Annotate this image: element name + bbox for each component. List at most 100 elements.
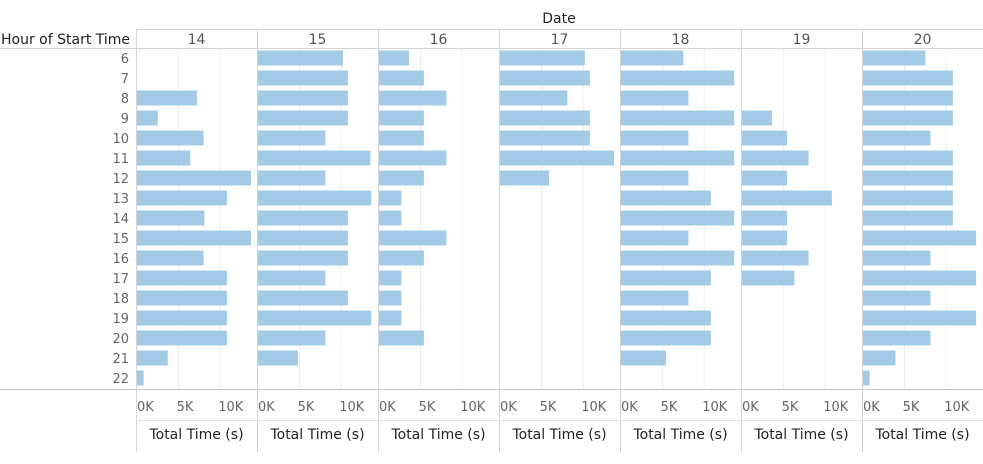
bar-date-20-hour-18 — [863, 290, 931, 306]
bar-date-20-hour-20 — [863, 330, 931, 346]
row-label-hour-21: 21 — [112, 352, 129, 367]
bar-date-15-hour-14 — [258, 210, 348, 226]
column-label-date-20: 20 — [914, 32, 932, 48]
x-tick-label: 0K — [863, 400, 880, 415]
row-label-hour-8: 8 — [121, 92, 129, 107]
chart-frame — [0, 29, 983, 452]
bar-date-18-hour-17 — [621, 270, 711, 286]
x-tick-label: 10K — [823, 400, 849, 415]
bar-date-20-hour-11 — [863, 150, 953, 166]
bar-date-15-hour-12 — [258, 170, 326, 186]
bar-date-18-hour-6 — [621, 50, 684, 66]
bar-date-18-hour-20 — [621, 330, 711, 346]
bar-date-17-hour-9 — [500, 110, 590, 126]
x-tick-label: 10K — [460, 400, 486, 415]
x-axis-title: Total Time (s) — [874, 427, 969, 443]
bar-date-20-hour-22 — [863, 370, 870, 386]
bar-date-20-hour-6 — [863, 50, 926, 66]
row-label-hour-22: 22 — [112, 372, 129, 387]
bar-date-16-hour-9 — [379, 110, 424, 126]
row-label-hour-12: 12 — [112, 172, 129, 187]
bar-date-15-hour-20 — [258, 330, 326, 346]
bars — [137, 50, 977, 386]
x-axis-title: Total Time (s) — [511, 427, 606, 443]
column-header-date: Date — [542, 11, 575, 27]
bar-date-16-hour-17 — [379, 270, 402, 286]
bar-date-17-hour-11 — [500, 150, 614, 166]
bar-date-18-hour-15 — [621, 230, 689, 246]
bar-date-16-hour-10 — [379, 130, 424, 146]
bar-date-16-hour-11 — [379, 150, 447, 166]
row-label-hour-18: 18 — [112, 292, 129, 307]
x-axis-title: Total Time (s) — [148, 427, 243, 443]
x-tick-label: 0K — [379, 400, 396, 415]
x-tick-label: 10K — [702, 400, 728, 415]
x-axis-title: Total Time (s) — [269, 427, 364, 443]
bar-date-18-hour-7 — [621, 70, 735, 86]
column-label-date-16: 16 — [430, 32, 448, 48]
bar-date-19-hour-15 — [742, 230, 787, 246]
bar-date-19-hour-11 — [742, 150, 809, 166]
x-tick-label: 0K — [500, 400, 517, 415]
bar-date-14-hour-22 — [137, 370, 144, 386]
bar-date-16-hour-13 — [379, 190, 402, 206]
x-tick-label: 5K — [661, 400, 678, 415]
row-label-hour-14: 14 — [112, 212, 129, 227]
bar-date-14-hour-17 — [137, 270, 227, 286]
row-label-hour-15: 15 — [112, 232, 129, 247]
bar-date-20-hour-21 — [863, 350, 896, 366]
bar-date-15-hour-21 — [258, 350, 298, 366]
x-tick-label: 5K — [903, 400, 920, 415]
bar-date-14-hour-21 — [137, 350, 168, 366]
bar-date-15-hour-8 — [258, 90, 348, 106]
bar-date-15-hour-16 — [258, 250, 348, 266]
column-label-date-14: 14 — [188, 32, 206, 48]
bar-date-15-hour-19 — [258, 310, 372, 326]
bar-date-20-hour-12 — [863, 170, 953, 186]
row-label-hour-9: 9 — [121, 112, 129, 127]
x-tick-label: 5K — [782, 400, 799, 415]
bar-date-15-hour-18 — [258, 290, 348, 306]
bar-date-16-hour-6 — [379, 50, 409, 66]
x-tick-label: 0K — [742, 400, 759, 415]
bar-date-18-hour-8 — [621, 90, 689, 106]
x-axis-title: Total Time (s) — [632, 427, 727, 443]
bar-date-17-hour-8 — [500, 90, 568, 106]
bar-date-14-hour-19 — [137, 310, 227, 326]
bar-date-18-hour-19 — [621, 310, 711, 326]
bar-date-20-hour-9 — [863, 110, 953, 126]
column-label-date-18: 18 — [672, 32, 690, 48]
row-label-hour-17: 17 — [112, 272, 129, 287]
bar-date-15-hour-9 — [258, 110, 348, 126]
row-label-hour-10: 10 — [112, 132, 129, 147]
x-tick-label: 0K — [258, 400, 275, 415]
bar-date-14-hour-14 — [137, 210, 205, 226]
bar-date-16-hour-14 — [379, 210, 402, 226]
chart-text: Date Hour of Start Time 6 7 8 9 10 11 12 13 14 15… — [1, 11, 970, 443]
x-tick-label: 0K — [137, 400, 154, 415]
bar-date-18-hour-18 — [621, 290, 689, 306]
bar-date-19-hour-12 — [742, 170, 787, 186]
bar-date-15-hour-7 — [258, 70, 348, 86]
bar-date-18-hour-11 — [621, 150, 735, 166]
x-tick-label: 10K — [218, 400, 244, 415]
bar-date-20-hour-16 — [863, 250, 931, 266]
bar-date-19-hour-17 — [742, 270, 795, 286]
x-tick-label: 5K — [177, 400, 194, 415]
bar-date-14-hour-13 — [137, 190, 227, 206]
x-tick-label: 5K — [419, 400, 436, 415]
bar-date-14-hour-20 — [137, 330, 227, 346]
row-header-hour: Hour of Start Time — [1, 32, 130, 48]
bar-date-16-hour-7 — [379, 70, 424, 86]
x-tick-label: 10K — [581, 400, 607, 415]
bar-date-18-hour-21 — [621, 350, 666, 366]
x-axis-title: Total Time (s) — [753, 427, 848, 443]
bar-date-16-hour-12 — [379, 170, 424, 186]
bar-date-14-hour-8 — [137, 90, 197, 106]
bar-date-15-hour-15 — [258, 230, 348, 246]
bar-date-16-hour-20 — [379, 330, 424, 346]
row-label-hour-16: 16 — [112, 252, 129, 267]
x-axis-title: Total Time (s) — [390, 427, 485, 443]
bar-date-14-hour-11 — [137, 150, 191, 166]
bar-date-19-hour-13 — [742, 190, 832, 206]
